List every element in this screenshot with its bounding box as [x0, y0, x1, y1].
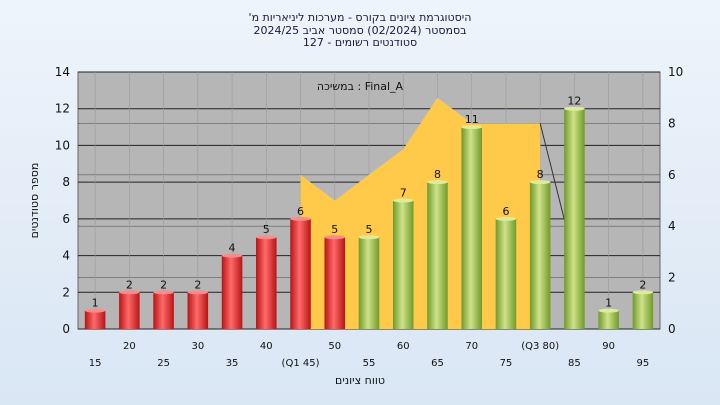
bar: [84, 310, 106, 329]
bar-data-label: 6: [502, 205, 509, 218]
y-tick-label: 14: [55, 65, 70, 79]
x-tick-label: 20: [123, 341, 136, 352]
bar-data-label: 2: [126, 278, 133, 291]
chart-subtitle-students: סטודנטים רשומים - 127: [302, 36, 418, 49]
bar: [392, 200, 414, 329]
bar-cap: [392, 198, 414, 203]
x-tick-label: 40: [260, 341, 273, 352]
bar-data-label: 5: [366, 223, 373, 236]
bar-cap: [84, 308, 106, 313]
bar-cap: [461, 125, 482, 130]
bar-data-label: 5: [263, 223, 270, 236]
y-tick-label: 4: [62, 249, 70, 263]
x-tick-label: 25: [157, 358, 170, 369]
bar: [119, 292, 140, 329]
y2-tick-label: 8: [668, 116, 676, 130]
bar-data-label: 2: [194, 278, 201, 291]
y-tick-label: 0: [62, 322, 70, 336]
bar: [290, 218, 311, 329]
bar: [495, 218, 517, 329]
bar-data-label: 1: [605, 297, 612, 310]
y-tick-label: 10: [55, 138, 70, 152]
bar-cap: [598, 308, 619, 313]
bar: [598, 310, 619, 329]
y-axis-title: מספר סטודנטים: [28, 163, 41, 239]
bar-cap: [427, 180, 448, 185]
y2-tick-label: 2: [668, 271, 676, 285]
bar-cap: [153, 290, 174, 295]
x-tick-label: 75: [500, 358, 513, 369]
bar-data-label: 4: [229, 242, 236, 255]
x-tick-label: 55: [363, 358, 376, 369]
y-tick-label: 2: [62, 285, 70, 299]
bar: [564, 108, 585, 329]
bar-data-label: 2: [639, 278, 646, 291]
x-tick-label: 35: [226, 358, 239, 369]
bar-cap: [221, 253, 243, 258]
bar-data-label: 1: [92, 297, 99, 310]
x-tick-label: 60: [397, 341, 410, 352]
y-tick-label: 8: [62, 175, 70, 189]
bar: [427, 182, 448, 329]
bar: [153, 292, 174, 329]
bar-data-label: 8: [537, 168, 544, 181]
bar-data-label: 8: [434, 168, 441, 181]
bar-data-label: 6: [297, 205, 304, 218]
x-tick-label: 15: [89, 358, 102, 369]
x-tick-label: (Q3 80): [521, 341, 559, 352]
bar-data-label: 11: [465, 113, 479, 126]
bar-cap: [358, 235, 380, 240]
bar-cap: [119, 290, 140, 295]
y2-tick-label: 0: [668, 322, 676, 336]
y-tick-label: 12: [55, 102, 70, 116]
x-axis-title: טווח ציונים: [335, 374, 385, 387]
x-tick-label: (Q1 45): [282, 358, 320, 369]
x-tick-label: 70: [465, 341, 478, 352]
x-tick-label: 95: [637, 358, 650, 369]
y2-tick-label: 4: [668, 219, 676, 233]
bar-cap: [324, 235, 346, 240]
x-tick-label: 30: [191, 341, 204, 352]
bar-cap: [632, 290, 654, 295]
y2-tick-label: 6: [668, 168, 676, 182]
bar-cap: [290, 216, 311, 221]
y-tick-label: 6: [62, 212, 70, 226]
bar-cap: [256, 235, 277, 240]
bar-cap: [564, 106, 585, 111]
x-tick-label: 50: [328, 341, 341, 352]
bar-cap: [529, 180, 551, 185]
bar-data-label: 2: [160, 278, 167, 291]
bar-data-label: 5: [331, 223, 338, 236]
bar: [358, 237, 380, 329]
bar: [632, 292, 654, 329]
x-tick-label: 90: [602, 341, 615, 352]
chart-subtitle-semester: בסמסטר (02/2024) סמסטר אביב 2024/25: [253, 24, 467, 37]
plot-inner-label: Final_A : במשיכה: [317, 80, 404, 93]
bar: [529, 182, 551, 329]
x-tick-label: 65: [431, 358, 444, 369]
bar-cap: [187, 290, 209, 295]
y2-tick-label: 10: [668, 65, 683, 79]
chart-title: היסטוגרמת ציונים בקורס - מערכות ליניאריו…: [248, 11, 472, 24]
bar: [461, 127, 482, 329]
bar-cap: [495, 216, 517, 221]
bar-data-label: 12: [567, 95, 581, 108]
bar: [324, 237, 346, 329]
bar: [187, 292, 209, 329]
bar: [256, 237, 277, 329]
bar-data-label: 7: [400, 187, 407, 200]
x-tick-label: 85: [568, 358, 581, 369]
bar: [221, 255, 243, 329]
